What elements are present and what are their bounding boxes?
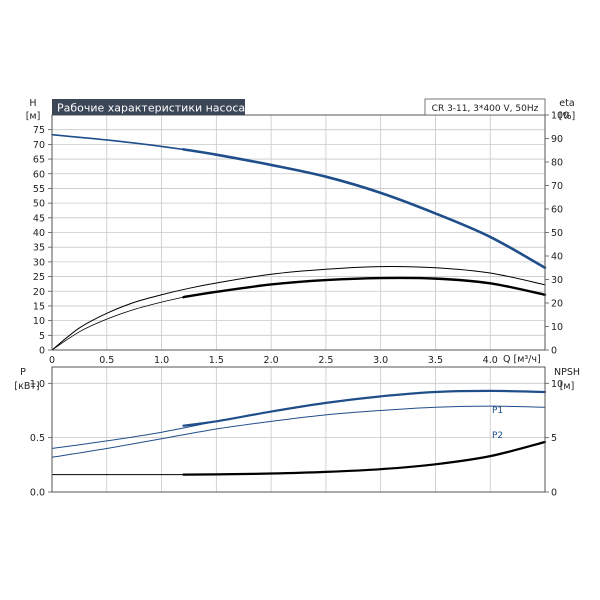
chart-title: Рабочие характеристики насоса bbox=[57, 102, 245, 115]
chart-title-background bbox=[52, 99, 245, 115]
top-x-axis-label: Q [м³/ч] bbox=[503, 354, 541, 365]
top-series-curve-1 bbox=[182, 148, 547, 270]
top-left-tick-label: 0 bbox=[39, 346, 45, 357]
x-tick-label: 3.0 bbox=[373, 355, 388, 366]
top-series-curve-3 bbox=[182, 276, 547, 299]
legend-p2: P2 bbox=[492, 431, 503, 441]
x-tick-label: 2.5 bbox=[318, 355, 333, 366]
bottom-left-tick-label: 0.5 bbox=[30, 433, 45, 444]
top-right-tick-label: 50 bbox=[551, 228, 563, 239]
x-tick-label: 1.0 bbox=[154, 355, 169, 366]
bottom-right-axis-unit: [м] bbox=[560, 381, 575, 392]
top-right-tick-label: 40 bbox=[551, 252, 563, 263]
x-tick-label: 3.5 bbox=[428, 355, 443, 366]
bottom-series-curve-4 bbox=[182, 440, 547, 476]
top-left-axis-label: H bbox=[29, 98, 36, 109]
x-tick-label: 4.0 bbox=[483, 355, 498, 366]
top-left-tick-label: 40 bbox=[33, 228, 45, 239]
top-left-axis-unit: [м] bbox=[26, 111, 41, 122]
top-left-tick-label: 5 bbox=[39, 331, 45, 342]
top-right-tick-label: 60 bbox=[551, 205, 563, 216]
bottom-left-tick-label: 1.0 bbox=[30, 379, 45, 390]
top-right-tick-label: 70 bbox=[551, 181, 563, 192]
top-right-axis-label: eta bbox=[559, 98, 574, 109]
top-left-tick-label: 55 bbox=[33, 184, 45, 195]
top-right-tick-label: 20 bbox=[551, 299, 563, 310]
bottom-left-tick-label: 0.0 bbox=[30, 488, 45, 499]
bottom-right-tick-label: 0 bbox=[551, 488, 557, 499]
top-right-tick-label: 10 bbox=[551, 322, 563, 333]
bottom-right-tick-label: 5 bbox=[551, 433, 557, 444]
top-left-tick-label: 75 bbox=[33, 125, 45, 136]
top-right-axis-unit: [%] bbox=[559, 111, 575, 122]
top-left-tick-label: 10 bbox=[33, 316, 45, 327]
bottom-left-axis-label: P bbox=[20, 367, 26, 378]
top-left-tick-label: 30 bbox=[33, 257, 45, 268]
top-right-tick-label: 100 bbox=[551, 111, 569, 122]
top-series-curve-0 bbox=[51, 133, 546, 269]
bottom-right-tick-label: 10 bbox=[551, 379, 563, 390]
top-left-tick-label: 25 bbox=[33, 272, 45, 283]
top-left-tick-label: 35 bbox=[33, 243, 45, 254]
top-right-tick-label: 30 bbox=[551, 275, 563, 286]
top-right-tick-label: 0 bbox=[551, 346, 557, 357]
top-left-tick-label: 45 bbox=[33, 213, 45, 224]
bottom-series-curve-2 bbox=[51, 405, 546, 458]
bottom-plot-frame bbox=[51, 366, 546, 493]
top-series-curve-4 bbox=[51, 296, 184, 351]
model-label: CR 3-11, 3*400 V, 50Hz bbox=[432, 104, 539, 114]
head-efficiency-panel: 0 0.5 1.0 1.5 2.0 2.5 3.0 3.5 4.0 0 5 10 15 20 25 30 35 4… bbox=[33, 111, 569, 367]
x-tick-label: 0 bbox=[49, 355, 55, 366]
x-tick-label: 2.0 bbox=[264, 355, 279, 366]
top-left-tick-label: 65 bbox=[33, 155, 45, 166]
top-left-tick-label: 20 bbox=[33, 287, 45, 298]
top-series-curve-2 bbox=[51, 266, 546, 351]
top-left-tick-label: 60 bbox=[33, 169, 45, 180]
top-right-tick-label: 80 bbox=[551, 158, 563, 169]
bottom-series-curve-0 bbox=[51, 390, 546, 450]
model-box bbox=[424, 98, 546, 116]
top-left-tick-label: 15 bbox=[33, 301, 45, 312]
top-plot-frame bbox=[51, 114, 546, 351]
top-left-tick-label: 50 bbox=[33, 199, 45, 210]
x-tick-label: 1.5 bbox=[209, 355, 224, 366]
top-left-tick-label: 70 bbox=[33, 140, 45, 151]
top-right-tick-label: 90 bbox=[551, 134, 563, 145]
power-npsh-panel: 0.0 0.5 1.0 0 5 10 bbox=[30, 366, 563, 499]
legend-p1: P1 bbox=[492, 406, 503, 416]
bottom-series-curve-1 bbox=[182, 389, 547, 427]
bottom-right-axis-label: NPSH bbox=[554, 367, 580, 378]
x-tick-label: 0.5 bbox=[99, 355, 114, 366]
bottom-left-axis-unit: [кВт] bbox=[14, 381, 39, 392]
